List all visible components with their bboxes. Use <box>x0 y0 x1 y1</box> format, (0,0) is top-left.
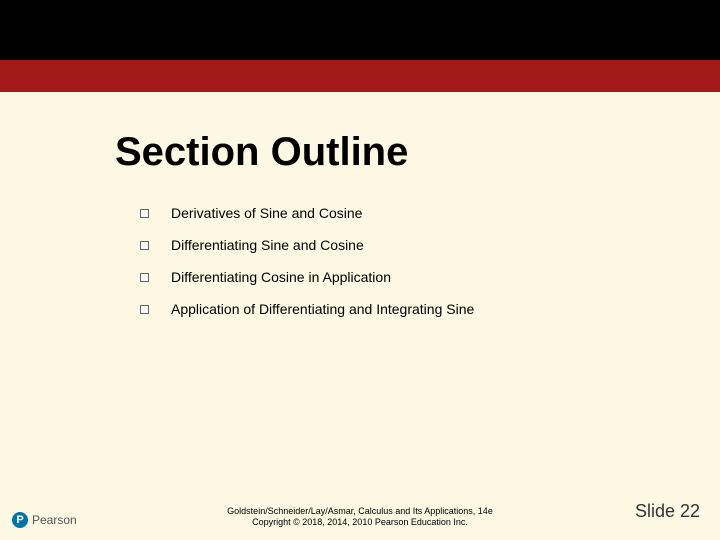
topbar-red <box>0 60 720 92</box>
list-item: Application of Differentiating and Integ… <box>140 301 660 317</box>
bullet-text: Differentiating Sine and Cosine <box>171 237 364 253</box>
attribution-text: Goldstein/Schneider/Lay/Asmar, Calculus … <box>227 506 493 528</box>
list-item: Differentiating Sine and Cosine <box>140 237 660 253</box>
slide-number: Slide 22 <box>635 501 700 522</box>
slide: Section Outline Derivatives of Sine and … <box>0 0 720 540</box>
bullet-icon <box>140 305 149 314</box>
list-item: Derivatives of Sine and Cosine <box>140 205 660 221</box>
publisher-logo: P Pearson <box>12 512 77 528</box>
logo-badge-icon: P <box>12 512 28 528</box>
list-item: Differentiating Cosine in Application <box>140 269 660 285</box>
bullet-text: Differentiating Cosine in Application <box>171 269 391 285</box>
attribution-line2: Copyright © 2018, 2014, 2010 Pearson Edu… <box>227 517 493 528</box>
bullet-text: Derivatives of Sine and Cosine <box>171 205 362 221</box>
bullet-text: Application of Differentiating and Integ… <box>171 301 474 317</box>
bullet-icon <box>140 209 149 218</box>
attribution-line1: Goldstein/Schneider/Lay/Asmar, Calculus … <box>227 506 493 517</box>
slide-title: Section Outline <box>115 130 408 175</box>
bullet-icon <box>140 241 149 250</box>
bullet-list: Derivatives of Sine and Cosine Different… <box>140 205 660 333</box>
footer: P Pearson Goldstein/Schneider/Lay/Asmar,… <box>0 492 720 532</box>
bullet-icon <box>140 273 149 282</box>
logo-brand-text: Pearson <box>32 513 77 527</box>
topbar-black <box>0 0 720 60</box>
logo-badge-letter: P <box>16 514 23 526</box>
